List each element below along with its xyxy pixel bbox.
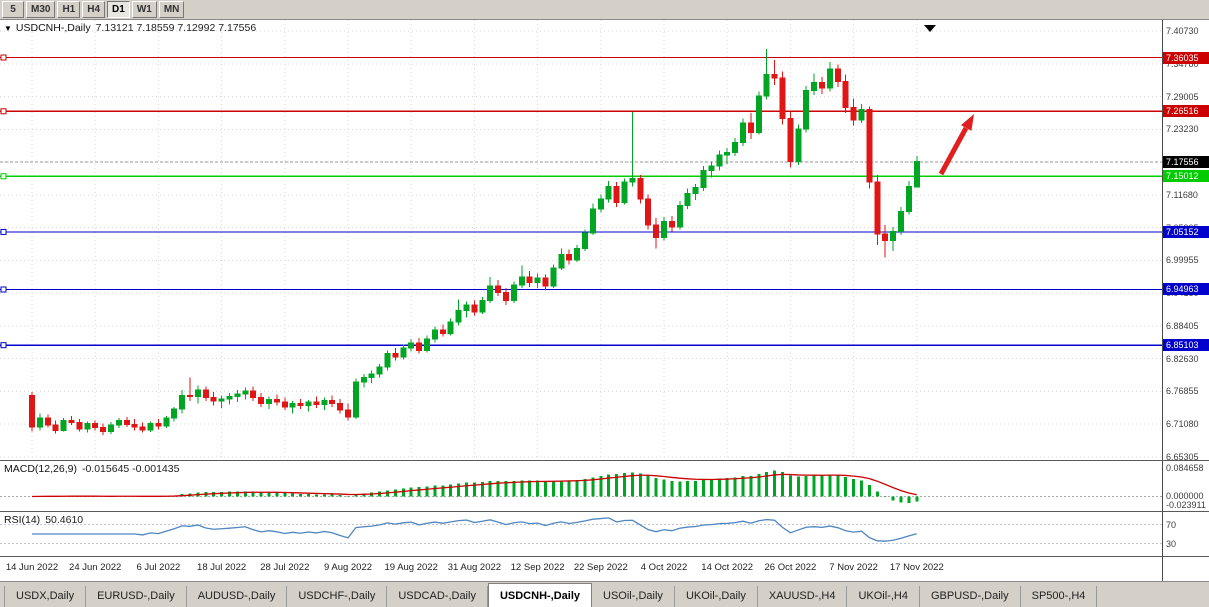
trend-arrow[interactable] (938, 114, 974, 176)
macd-name: MACD(12,26,9) (4, 463, 77, 475)
macd-label: MACD(12,26,9) -0.015645 -0.001435 (4, 463, 179, 475)
chart-tab-gbpusd-daily[interactable]: GBPUSD-,Daily (920, 586, 1021, 607)
price-scale-label: 6.71080 (1166, 419, 1199, 430)
current-price-badge: 7.17556 (1163, 155, 1209, 168)
macd-canvas[interactable] (0, 461, 1162, 511)
date-axis-label: 14 Oct 2022 (701, 562, 754, 573)
timeframe-button-H4[interactable]: H4 (82, 1, 106, 18)
date-axis-label: 9 Aug 2022 (323, 562, 373, 573)
price-level-badge: 7.26516 (1163, 105, 1209, 118)
chart-tab-usoil-daily[interactable]: USOil-,Daily (592, 586, 675, 607)
timeframe-button-D1[interactable]: D1 (107, 1, 130, 18)
rsi-panel: RSI(14) 50.4610 70 30 (0, 511, 1209, 556)
price-scale-label: 7.34780 (1166, 58, 1199, 69)
macd-scale-label: -0.023911 (1166, 499, 1206, 510)
price-level-badge: 6.85103 (1163, 339, 1209, 352)
date-axis: 14 Jun 2022 24 Jun 2022 6 Jul 2022 18 Jul 2… (0, 556, 1209, 581)
macd-panel: MACD(12,26,9) -0.015645 -0.001435 0.08465… (0, 460, 1209, 511)
timeframe-button-MN[interactable]: MN (158, 1, 185, 18)
timeframe-button-W1[interactable]: W1 (131, 1, 157, 18)
date-axis-label: 22 Sep 2022 (573, 562, 628, 573)
date-axis-label: 7 Nov 2022 (829, 562, 878, 573)
timeframe-button-5[interactable]: 5 (2, 1, 24, 18)
price-scale-label: 6.65305 (1166, 452, 1199, 462)
price-scale-label: 6.88405 (1166, 320, 1199, 331)
chart-tab-sp500-h4[interactable]: SP500-,H4 (1021, 586, 1098, 607)
chart-symbol-label: USDCNH-,Daily (15, 22, 91, 34)
macd-values: -0.015645 -0.001435 (81, 463, 180, 475)
chart-ohlc-values: 7.13121 7.18559 7.12992 7.17556 (95, 22, 257, 34)
chart-tab-audusd-daily[interactable]: AUDUSD-,Daily (187, 586, 288, 607)
date-axis-label: 19 Aug 2022 (384, 562, 438, 573)
date-axis-label: 4 Oct 2022 (640, 562, 688, 573)
price-scale-label: 6.99955 (1166, 255, 1199, 266)
timeframe-button-H1[interactable]: H1 (57, 1, 81, 18)
price-level-badge: 7.05152 (1163, 225, 1209, 238)
rsi-name: RSI(14) (4, 514, 41, 526)
chart-shift-marker-icon[interactable] (924, 25, 936, 32)
chart-tab-eurusd-daily[interactable]: EURUSD-,Daily (86, 586, 187, 607)
rsi-value: 50.4610 (45, 514, 84, 526)
price-scale-label: 7.11680 (1166, 189, 1198, 200)
rsi-scale-label: 30 (1166, 538, 1177, 549)
chart-tab-ukoil-h4[interactable]: UKOil-,H4 (847, 586, 920, 607)
chart-tab-xauusd-h4[interactable]: XAUUSD-,H4 (758, 586, 848, 607)
date-axis-label: 31 Aug 2022 (447, 562, 502, 573)
price-scale-label: 7.23230 (1166, 124, 1199, 135)
rsi-canvas[interactable] (0, 512, 1162, 556)
date-axis-corner (1162, 557, 1209, 581)
price-level-badge: 7.36035 (1163, 51, 1209, 64)
macd-scale-label: 0.084658 (1166, 462, 1204, 473)
timeframe-toolbar: 5 M30 H1 H4 D1 W1 MN (0, 0, 1209, 20)
chart-workspace: ▼ USDCNH-,Daily 7.13121 7.18559 7.12992 7.… (0, 20, 1209, 581)
price-scale-label: 7.29005 (1166, 91, 1199, 102)
collapse-chart-icon[interactable]: ▼ (4, 24, 12, 33)
rsi-label: RSI(14) 50.4610 (4, 514, 83, 526)
macd-scale-label: 0.000000 (1166, 491, 1204, 502)
chart-tab-usdcnh-daily[interactable]: USDCNH-,Daily (487, 583, 593, 607)
price-panel: ▼ USDCNH-,Daily 7.13121 7.18559 7.12992 7.… (0, 20, 1209, 462)
price-scale-label: 6.76855 (1166, 386, 1199, 397)
price-level-badge: 7.15012 (1163, 170, 1209, 183)
date-axis-label: 28 Jul 2022 (260, 562, 310, 573)
timeframe-button-M30[interactable]: M30 (26, 1, 56, 18)
date-axis-label: 18 Jul 2022 (197, 562, 247, 573)
date-axis-label: 12 Sep 2022 (510, 562, 565, 573)
date-axis-label: 24 Jun 2022 (69, 562, 122, 573)
chart-tab-usdchf-daily[interactable]: USDCHF-,Daily (287, 586, 388, 607)
macd-scale: 0.084658 0.000000 -0.023911 (1162, 461, 1209, 511)
date-axis-area[interactable]: 14 Jun 2022 24 Jun 2022 6 Jul 2022 18 Jul 2… (0, 557, 1162, 581)
price-chart-canvas[interactable] (0, 20, 1162, 460)
price-scale-label: 7.40730 (1166, 26, 1199, 36)
price-chart-area[interactable]: ▼ USDCNH-,Daily 7.13121 7.18559 7.12992 7.… (0, 20, 1162, 460)
chart-title: ▼ USDCNH-,Daily 7.13121 7.18559 7.12992 7.… (4, 22, 256, 34)
chart-tab-usdcad-daily[interactable]: USDCAD-,Daily (387, 586, 488, 607)
price-scale[interactable]: 7.407307.347807.290057.232307.174557.116… (1162, 20, 1209, 462)
date-axis-label: 26 Oct 2022 (764, 562, 817, 573)
date-axis-label: 6 Jul 2022 (136, 562, 181, 573)
chart-tab-usdx-daily[interactable]: USDX,Daily (4, 586, 87, 607)
symbol-tab-bar: USDX,Daily EURUSD-,Daily AUDUSD-,Daily USDC… (0, 581, 1209, 607)
date-axis-label: 17 Nov 2022 (889, 562, 944, 573)
chart-tab-ukoil-daily[interactable]: UKOil-,Daily (675, 586, 758, 607)
macd-chart-area[interactable]: MACD(12,26,9) -0.015645 -0.001435 (0, 461, 1162, 511)
date-axis-label: 14 Jun 2022 (5, 562, 59, 573)
rsi-scale-label: 70 (1166, 519, 1177, 530)
rsi-scale: 70 30 (1162, 512, 1209, 556)
rsi-chart-area[interactable]: RSI(14) 50.4610 (0, 512, 1162, 556)
price-scale-label: 6.82630 (1166, 353, 1199, 364)
price-level-badge: 6.94963 (1163, 283, 1209, 296)
